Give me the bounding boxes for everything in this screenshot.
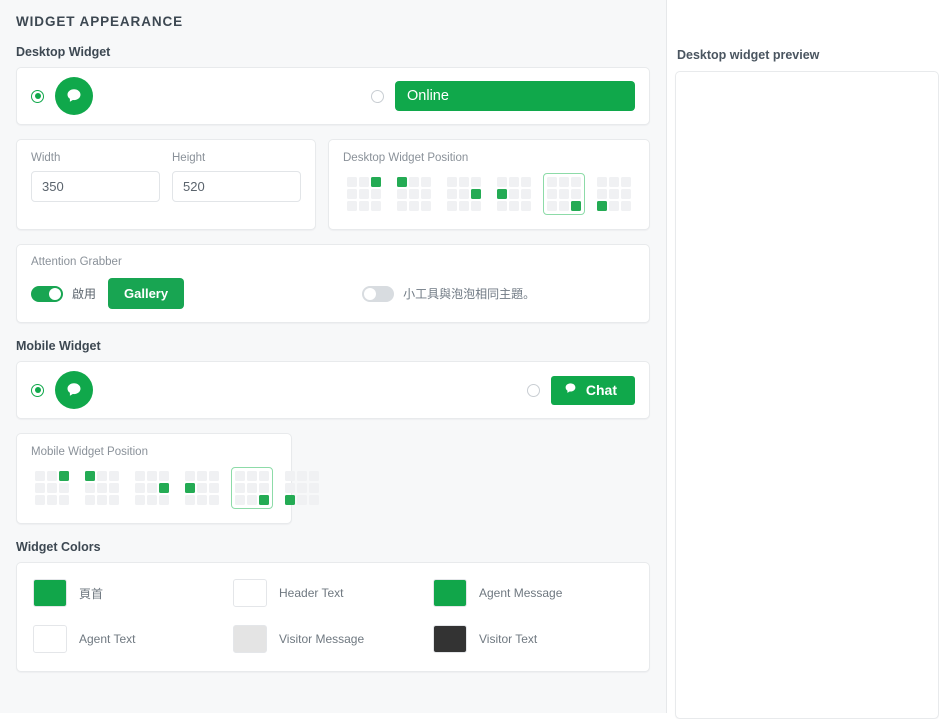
color-swatch[interactable] <box>433 579 467 607</box>
desktop-position-option-2[interactable] <box>443 173 485 215</box>
mobile-position-option-5[interactable] <box>281 467 323 509</box>
desktop-style-option-bar[interactable]: Online <box>371 81 635 111</box>
mobile-position-option-4[interactable] <box>231 467 273 509</box>
chat-bubble-icon <box>55 371 93 409</box>
color-label: Agent Message <box>479 586 563 600</box>
mobile-position-title: Mobile Widget Position <box>31 446 148 458</box>
desktop-widget-section-label: Desktop Widget <box>16 45 111 59</box>
mobile-widget-section-label: Mobile Widget <box>16 339 101 353</box>
desktop-position-option-3[interactable] <box>493 173 535 215</box>
color-label: Visitor Text <box>479 632 538 646</box>
width-field-group: Width <box>31 152 160 202</box>
position-grid-icon <box>547 177 581 211</box>
color-item: Visitor Text <box>433 625 633 653</box>
mobile-position-options <box>31 467 319 509</box>
position-grid-icon <box>347 177 381 211</box>
position-grid-icon <box>85 471 119 505</box>
position-grid-icon <box>35 471 69 505</box>
color-swatch[interactable] <box>433 625 467 653</box>
attention-grabber-enabled-label: 啟用 <box>72 287 97 301</box>
same-theme-toggle[interactable] <box>362 285 395 302</box>
page-title: WIDGET APPEARANCE <box>16 14 184 29</box>
color-item: Visitor Message <box>233 625 433 653</box>
position-grid-icon <box>285 471 319 505</box>
desktop-position-option-0[interactable] <box>343 173 385 215</box>
position-grid-icon <box>397 177 431 211</box>
color-label: Visitor Message <box>279 632 365 646</box>
position-grid-icon <box>185 471 219 505</box>
color-label: Agent Text <box>79 632 136 646</box>
same-theme-label: 小工具與泡泡相同主題。 <box>403 287 536 301</box>
desktop-widget-style-chooser: Online <box>16 67 650 125</box>
position-grid-icon <box>135 471 169 505</box>
mobile-position-option-0[interactable] <box>31 467 73 509</box>
color-swatch[interactable] <box>33 625 67 653</box>
desktop-position-option-1[interactable] <box>393 173 435 215</box>
color-swatch[interactable] <box>233 579 267 607</box>
mobile-position-option-3[interactable] <box>181 467 223 509</box>
width-label: Width <box>31 152 61 164</box>
color-item: Agent Message <box>433 579 633 607</box>
chat-bubble-icon <box>563 381 578 399</box>
desktop-position-option-5[interactable] <box>593 173 635 215</box>
chat-button-preview[interactable]: Chat <box>550 375 635 405</box>
gallery-button[interactable]: Gallery <box>108 278 185 309</box>
width-input[interactable] <box>31 171 160 202</box>
position-grid-icon <box>447 177 481 211</box>
chat-bubble-icon <box>55 77 93 115</box>
size-fields: Width Height <box>31 152 301 202</box>
desktop-widget-preview-box <box>675 71 939 719</box>
same-theme-group: 小工具與泡泡相同主題。 <box>362 285 535 302</box>
desktop-widget-preview-label: Desktop widget preview <box>677 48 820 62</box>
mobile-widget-style-chooser: Chat <box>16 361 650 419</box>
desktop-position-options <box>343 173 635 215</box>
position-grid-icon <box>497 177 531 211</box>
desktop-bubble-radio[interactable] <box>31 89 44 103</box>
position-grid-icon <box>597 177 631 211</box>
height-input[interactable] <box>172 171 301 202</box>
chat-button-label: Chat <box>585 382 617 398</box>
color-swatch[interactable] <box>233 625 267 653</box>
desktop-position-card: Desktop Widget Position <box>328 139 650 230</box>
desktop-style-option-bubble[interactable] <box>31 77 93 115</box>
color-item: 頁首 <box>33 579 233 607</box>
color-swatch[interactable] <box>33 579 67 607</box>
mobile-style-option-bubble[interactable] <box>31 371 93 409</box>
mobile-position-option-2[interactable] <box>131 467 173 509</box>
height-field-group: Height <box>172 152 301 202</box>
attention-grabber-controls: 啟用 Gallery 小工具與泡泡相同主題。 <box>31 278 635 309</box>
mobile-position-card: Mobile Widget Position <box>16 433 319 524</box>
mobile-style-option-button[interactable]: Chat <box>526 375 635 405</box>
attention-grabber-toggle[interactable] <box>31 285 63 302</box>
widget-colors-grid: 頁首 Header Text Agent Message Agent Text Visi… <box>33 579 633 653</box>
mobile-bubble-radio[interactable] <box>31 383 44 397</box>
color-item: Agent Text <box>33 625 233 653</box>
color-item: Header Text <box>233 579 433 607</box>
desktop-position-title: Desktop Widget Position <box>343 152 469 164</box>
height-label: Height <box>172 152 206 164</box>
settings-column: WIDGET APPEARANCE Desktop Widget Online <box>16 0 667 713</box>
position-grid-icon <box>235 471 269 505</box>
desktop-bar-radio[interactable] <box>371 89 384 103</box>
color-label: Header Text <box>279 586 344 600</box>
mobile-position-option-1[interactable] <box>81 467 123 509</box>
preview-column: Desktop widget preview <box>667 0 939 719</box>
online-bar-preview[interactable]: Online <box>395 81 635 111</box>
attention-grabber-title: Attention Grabber <box>31 256 122 268</box>
color-label: 頁首 <box>79 586 104 601</box>
desktop-size-card: Width Height <box>16 139 316 230</box>
desktop-size-and-position-row: Width Height Desktop Widget Position <box>16 139 650 230</box>
attention-grabber-card: Attention Grabber 啟用 Gallery 小工具與泡泡相同主題。 <box>16 244 650 323</box>
mobile-button-radio[interactable] <box>526 383 540 397</box>
widget-colors-section-label: Widget Colors <box>16 540 101 554</box>
widget-colors-card: 頁首 Header Text Agent Message Agent Text Visi… <box>16 562 650 672</box>
desktop-position-option-4[interactable] <box>543 173 585 215</box>
